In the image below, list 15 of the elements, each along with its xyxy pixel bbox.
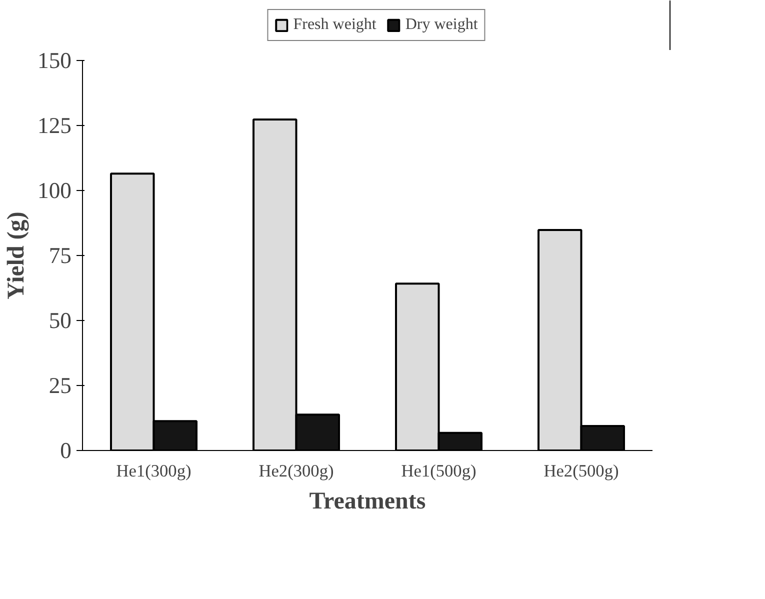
x-axis-title: Treatments	[309, 488, 426, 514]
y-tick-label: 75	[48, 243, 72, 268]
x-tick-label: He1(300g)	[116, 462, 192, 480]
y-tick-label: 150	[38, 48, 72, 73]
y-tick-label: 0	[60, 438, 72, 463]
legend-label: Dry weight	[405, 16, 478, 34]
x-tick-label: He2(300g)	[258, 462, 334, 480]
y-tick-label: 50	[48, 308, 72, 333]
x-tick-label: He1(500g)	[401, 462, 477, 480]
y-tick-label: 125	[38, 113, 72, 138]
y-tick-label: 25	[48, 373, 72, 398]
legend-label: Fresh weight	[293, 16, 376, 34]
y-axis-title: Yield (g)	[4, 212, 30, 300]
x-tick-label: He2(500g)	[544, 462, 620, 480]
y-tick-label: 100	[38, 178, 72, 203]
